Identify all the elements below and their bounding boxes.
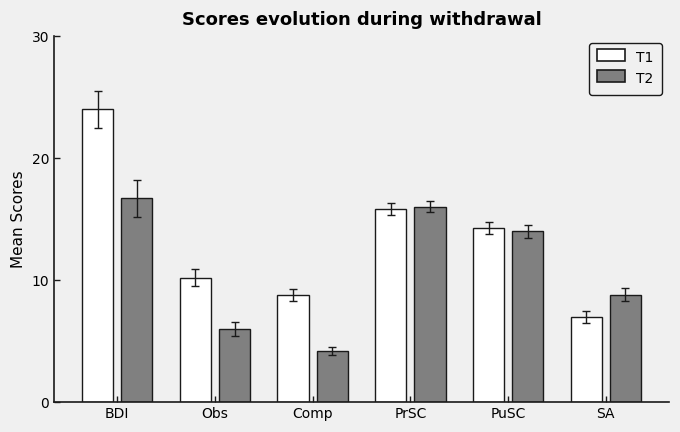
Bar — [219, 329, 250, 402]
Bar — [277, 295, 309, 402]
Bar — [180, 278, 211, 402]
Bar — [473, 228, 504, 402]
Bar — [414, 207, 445, 402]
Bar — [82, 109, 114, 402]
Bar — [610, 295, 641, 402]
Bar — [375, 210, 407, 402]
Title: Scores evolution during withdrawal: Scores evolution during withdrawal — [182, 11, 541, 29]
Bar — [317, 351, 348, 402]
Legend: T1, T2: T1, T2 — [589, 43, 662, 95]
Bar — [512, 231, 543, 402]
Bar — [121, 198, 152, 402]
Bar — [571, 317, 602, 402]
Y-axis label: Mean Scores: Mean Scores — [11, 170, 26, 268]
